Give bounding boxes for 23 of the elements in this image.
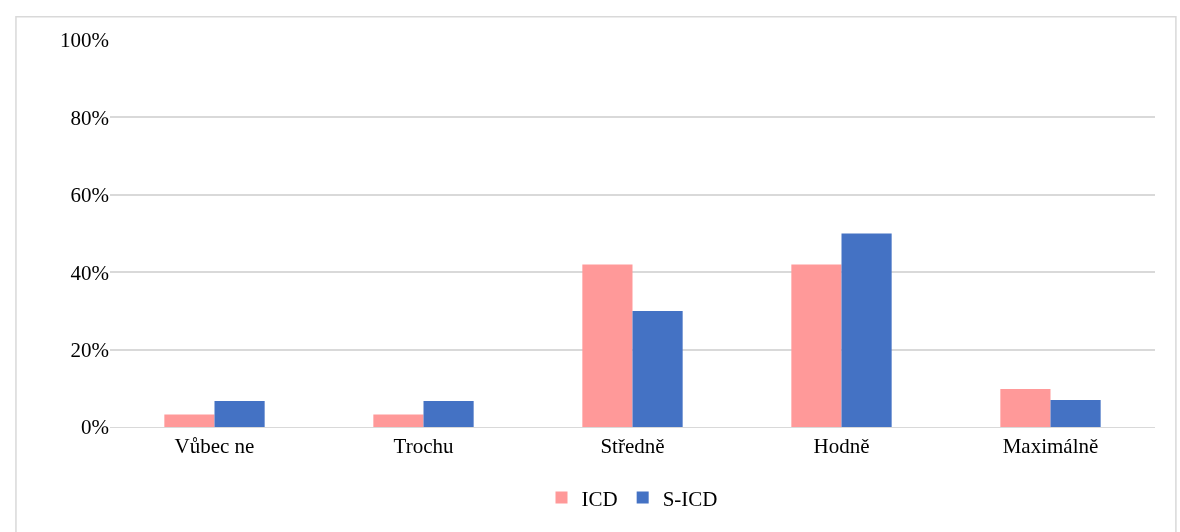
bar <box>841 233 892 427</box>
x-tick-label: Vůbec ne <box>174 434 255 459</box>
bar <box>582 264 633 427</box>
x-tick-label: Trochu <box>393 434 454 459</box>
bar <box>1050 399 1101 427</box>
y-tick-label: 0% <box>81 415 109 440</box>
bar <box>423 401 474 427</box>
x-tick-label: Maximálně <box>1002 434 1099 459</box>
y-tick-label: 20% <box>70 337 109 362</box>
y-tick-label: 80% <box>70 105 109 130</box>
bar <box>373 414 424 427</box>
legend-label: ICD <box>581 486 618 511</box>
y-tick-label: 40% <box>70 260 109 285</box>
bar <box>791 264 842 427</box>
bar <box>164 414 215 427</box>
legend-label: S-ICD <box>662 486 718 511</box>
bar <box>1000 389 1051 427</box>
y-tick-label: 60% <box>70 183 109 208</box>
x-tick-label: Středně <box>600 434 665 459</box>
bar <box>214 401 265 427</box>
x-tick-label: Hodně <box>813 434 870 459</box>
y-tick-label: 100% <box>60 28 109 53</box>
bar <box>632 310 683 427</box>
